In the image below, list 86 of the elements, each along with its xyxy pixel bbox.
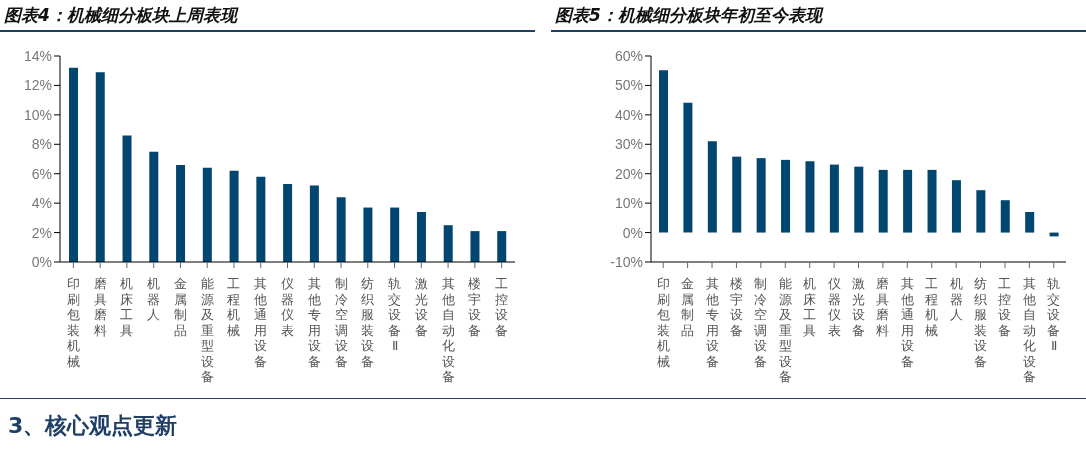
bar — [229, 170, 239, 262]
bar — [69, 67, 78, 262]
y-tick-label: 30% — [614, 136, 643, 153]
y-tick-label: 50% — [614, 77, 643, 94]
x-tick-label: 仪器仪表 — [827, 276, 841, 338]
y-tick-label: 6% — [31, 165, 52, 182]
x-tick-label: 磨具磨料 — [93, 276, 107, 338]
bar — [829, 164, 839, 233]
y-tick-label: 60% — [614, 47, 643, 64]
x-tick-label: 其他自动化设备 — [441, 276, 455, 384]
y-tick-label: 12% — [23, 77, 52, 94]
x-tick-label: 印刷包装机械 — [656, 276, 670, 369]
x-tick-label: 工程机械 — [227, 276, 241, 338]
bar — [256, 176, 266, 262]
chart-title: 图表4：机械细分板块上周表现 — [0, 4, 535, 32]
x-tick-label: 能源及重型设备 — [200, 276, 214, 384]
bar — [683, 102, 693, 233]
bar — [443, 225, 453, 262]
x-tick-label: 纺织服装设备 — [361, 276, 375, 369]
bar — [283, 184, 293, 262]
x-tick-label: 其他专用设备 — [307, 276, 321, 369]
x-tick-label: 楼宇设备 — [729, 276, 743, 338]
x-tick-label: 其他专用设备 — [705, 276, 719, 369]
bar — [951, 180, 961, 233]
x-tick-label: 机床工具 — [120, 276, 134, 338]
x-tick-label: 机器人 — [147, 276, 161, 322]
x-tick-label: 其他自动化设备 — [1022, 276, 1036, 384]
bar — [122, 135, 132, 262]
bar — [732, 156, 742, 233]
x-tick-label: 其他通用设备 — [900, 276, 914, 369]
bar — [707, 141, 717, 233]
text: 3、核心观点更新 — [7, 412, 179, 440]
y-tick-label: 10% — [614, 195, 643, 212]
y-tick-label: 20% — [614, 165, 643, 182]
bar — [781, 159, 791, 233]
x-tick-label: 轨交设备Ⅱ — [1047, 276, 1061, 353]
bar — [497, 231, 507, 262]
bar — [416, 211, 426, 262]
bar — [95, 72, 105, 262]
bar — [309, 185, 319, 262]
y-tick-label: 4% — [31, 195, 52, 212]
x-tick-label: 能源及重型设备 — [778, 276, 792, 384]
x-tick-label: 楼宇设备 — [468, 276, 482, 338]
bar — [903, 169, 913, 233]
x-tick-label: 机床工具 — [803, 276, 817, 338]
x-tick-label: 激光设备 — [414, 276, 428, 338]
bar — [854, 166, 864, 233]
y-tick-label: 0% — [622, 224, 643, 241]
bar — [878, 169, 888, 233]
x-tick-label: 金属制品 — [173, 276, 187, 338]
y-tick-label: 40% — [614, 106, 643, 123]
y-tick-label: 2% — [31, 224, 52, 241]
bar — [805, 161, 815, 233]
x-tick-label: 工程机械 — [925, 276, 939, 338]
y-tick-label: -10% — [610, 253, 643, 270]
bar — [470, 231, 480, 262]
x-tick-label: 印刷包装机械 — [66, 276, 80, 369]
x-tick-label: 仪器仪表 — [281, 276, 294, 338]
chart-title: 图表5：机械细分板块年初至今表现 — [551, 4, 1086, 32]
x-tick-label: 制冷空调设备 — [754, 276, 768, 369]
x-tick-label: 金属制品 — [681, 276, 695, 338]
bar — [756, 158, 766, 233]
bar — [336, 197, 346, 262]
bar — [176, 164, 186, 262]
x-tick-label: 纺织服装设备 — [974, 276, 988, 369]
x-tick-label: 其他通用设备 — [254, 276, 268, 369]
bar — [1000, 200, 1010, 233]
x-tick-label: 机器人 — [949, 276, 963, 322]
x-tick-label: 制冷空调设备 — [334, 276, 348, 369]
bar — [659, 70, 668, 233]
x-tick-label: 工控设备 — [998, 276, 1012, 338]
x-tick-label: 工控设备 — [495, 276, 509, 338]
bar — [1025, 211, 1035, 233]
bar — [149, 151, 159, 262]
y-tick-label: 10% — [23, 106, 52, 123]
bar — [976, 190, 986, 233]
bar — [363, 207, 373, 262]
y-tick-label: 14% — [23, 47, 52, 64]
x-tick-label: 磨具磨料 — [876, 276, 890, 338]
x-tick-label: 激光设备 — [852, 276, 865, 338]
bar — [390, 207, 400, 262]
bar — [927, 169, 937, 233]
y-tick-label: 8% — [31, 136, 52, 153]
x-tick-label: 轨交设备Ⅱ — [388, 276, 402, 353]
y-tick-label: 0% — [31, 253, 52, 270]
bar — [202, 167, 212, 262]
